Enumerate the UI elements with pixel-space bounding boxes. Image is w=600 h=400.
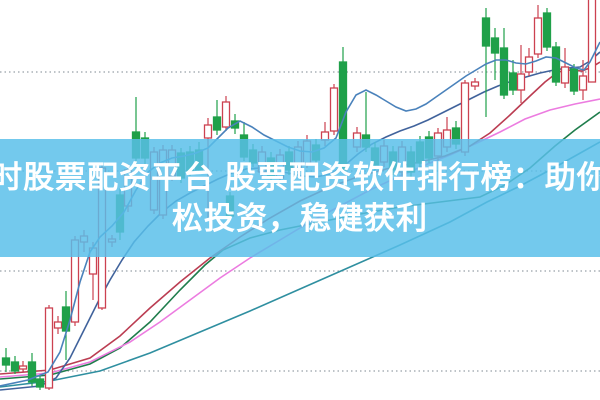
candle-down bbox=[508, 72, 518, 91]
candle-down bbox=[35, 378, 45, 388]
headline-line-1: 实时股票配资平台 股票配资软件排行榜：助你轻 bbox=[0, 160, 600, 195]
candle-up bbox=[329, 87, 339, 132]
candle-up bbox=[53, 321, 63, 329]
candle-up bbox=[533, 17, 543, 55]
candle-down bbox=[481, 17, 491, 47]
candle-up bbox=[18, 365, 28, 370]
candle-down bbox=[10, 361, 20, 372]
candle-up bbox=[221, 101, 231, 128]
candle-up bbox=[44, 307, 54, 389]
candle-down bbox=[542, 12, 552, 48]
candle-up bbox=[587, 0, 597, 83]
candle-down bbox=[490, 37, 500, 54]
candle-down bbox=[551, 46, 561, 83]
candle-down bbox=[27, 361, 37, 383]
candle-down bbox=[212, 116, 222, 131]
candle-up bbox=[203, 124, 213, 139]
candle-up bbox=[516, 73, 526, 91]
headline-banner: 实时股票配资平台 股票配资软件排行榜：助你轻 松投资，稳健获利 bbox=[0, 139, 600, 257]
candle-up bbox=[470, 81, 480, 87]
candle-up bbox=[578, 75, 588, 91]
candle-up bbox=[560, 66, 570, 84]
candle-down bbox=[1, 357, 11, 366]
headline-line-2: 松投资，稳健获利 bbox=[172, 201, 428, 236]
candle-down bbox=[569, 68, 579, 92]
candle-down bbox=[499, 47, 509, 96]
